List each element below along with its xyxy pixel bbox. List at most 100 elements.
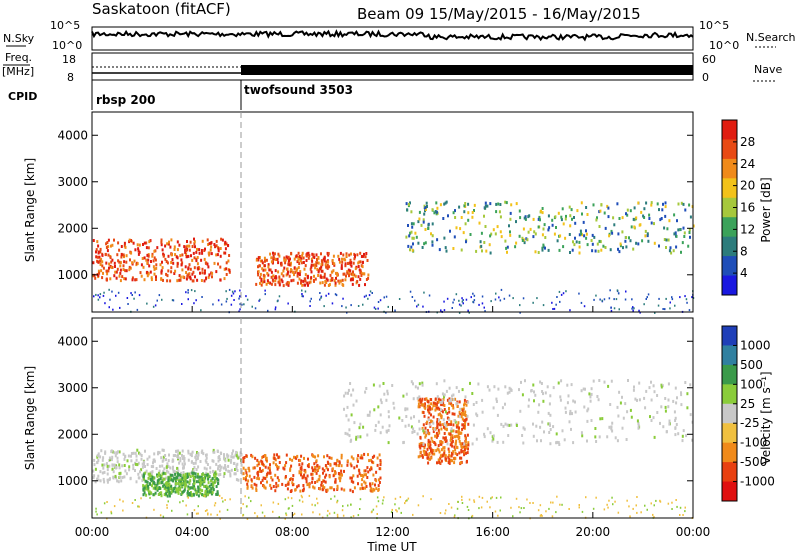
data-cell [425,397,428,401]
data-cell [429,423,432,427]
data-cell [412,427,415,431]
noise-cell [346,311,348,314]
data-cell [349,488,352,492]
data-cell [102,466,105,470]
data-cell [675,245,678,249]
data-cell [267,263,270,267]
data-cell [504,422,507,426]
data-cell [225,242,228,246]
noise-cell [653,504,655,507]
noise-cell [245,505,248,508]
data-cell [621,230,624,234]
data-cell [143,460,146,464]
data-cell [585,229,587,233]
noise-cell [667,502,670,505]
data-cell [554,215,557,219]
data-cell [141,462,144,466]
data-cell [210,241,213,245]
data-cell [613,223,616,227]
noise-cell [468,498,471,501]
data-cell [523,427,526,431]
data-cell [436,418,439,421]
noise-cell [333,495,336,498]
data-cell [653,222,655,226]
data-cell [261,261,264,265]
data-cell [171,258,174,262]
data-cell [160,270,163,274]
data-cell [501,406,504,410]
data-cell [547,422,550,426]
data-cell [211,477,214,481]
noise-cell [333,511,336,514]
noise-cell [613,298,615,301]
data-cell [161,266,164,270]
data-cell [452,406,455,410]
data-cell [440,414,443,418]
data-cell [188,248,191,252]
data-cell [118,466,121,470]
noise-cell [669,301,671,304]
data-cell [598,239,601,243]
data-cell [547,248,550,252]
data-cell [199,477,202,481]
data-cell [144,484,147,488]
data-cell [365,387,368,390]
noise-cell [659,500,662,503]
data-cell [439,398,442,402]
data-cell [174,486,177,490]
data-cell [104,252,107,256]
data-cell [426,456,429,460]
data-cell [150,491,153,495]
data-cell [289,468,292,472]
noise-cell [327,292,330,295]
data-cell [432,415,435,419]
data-cell [202,494,205,498]
data-cell [297,484,300,488]
noise-cell [95,507,97,510]
colorbar-swatch [722,326,737,346]
noise-cell [204,495,206,498]
data-cell [357,482,359,486]
data-cell [352,457,355,461]
data-cell [316,257,318,261]
data-cell [298,463,301,467]
data-cell [201,479,204,483]
noise-cell [228,288,231,291]
data-cell [117,450,119,454]
data-cell [561,207,564,211]
data-cell [346,405,349,409]
data-cell [343,469,345,473]
data-cell [195,468,198,472]
noise-cell [601,299,603,302]
data-cell [186,472,189,476]
data-cell [283,258,286,262]
noise-cell [300,494,303,497]
data-cell [366,259,369,262]
data-cell [442,446,445,450]
data-cell [255,258,258,262]
data-cell [378,467,381,471]
data-cell [194,472,197,476]
data-cell [462,412,465,416]
data-cell [642,214,645,218]
data-cell [189,475,192,479]
data-cell [594,249,597,253]
data-cell [346,270,349,274]
noise-cell [350,503,352,506]
data-cell [165,476,168,480]
data-cell [499,203,502,206]
data-cell [244,468,247,472]
data-cell [454,209,456,213]
data-cell [364,255,367,259]
data-cell [301,462,304,466]
data-cell [612,216,615,220]
data-cell [248,474,251,478]
data-cell [626,208,629,212]
data-cell [451,439,454,443]
nave-label: Nave [754,63,782,76]
data-cell [272,485,275,488]
data-cell [318,478,321,482]
noise-cell [486,500,488,503]
data-cell [210,483,213,486]
data-cell [464,222,467,226]
